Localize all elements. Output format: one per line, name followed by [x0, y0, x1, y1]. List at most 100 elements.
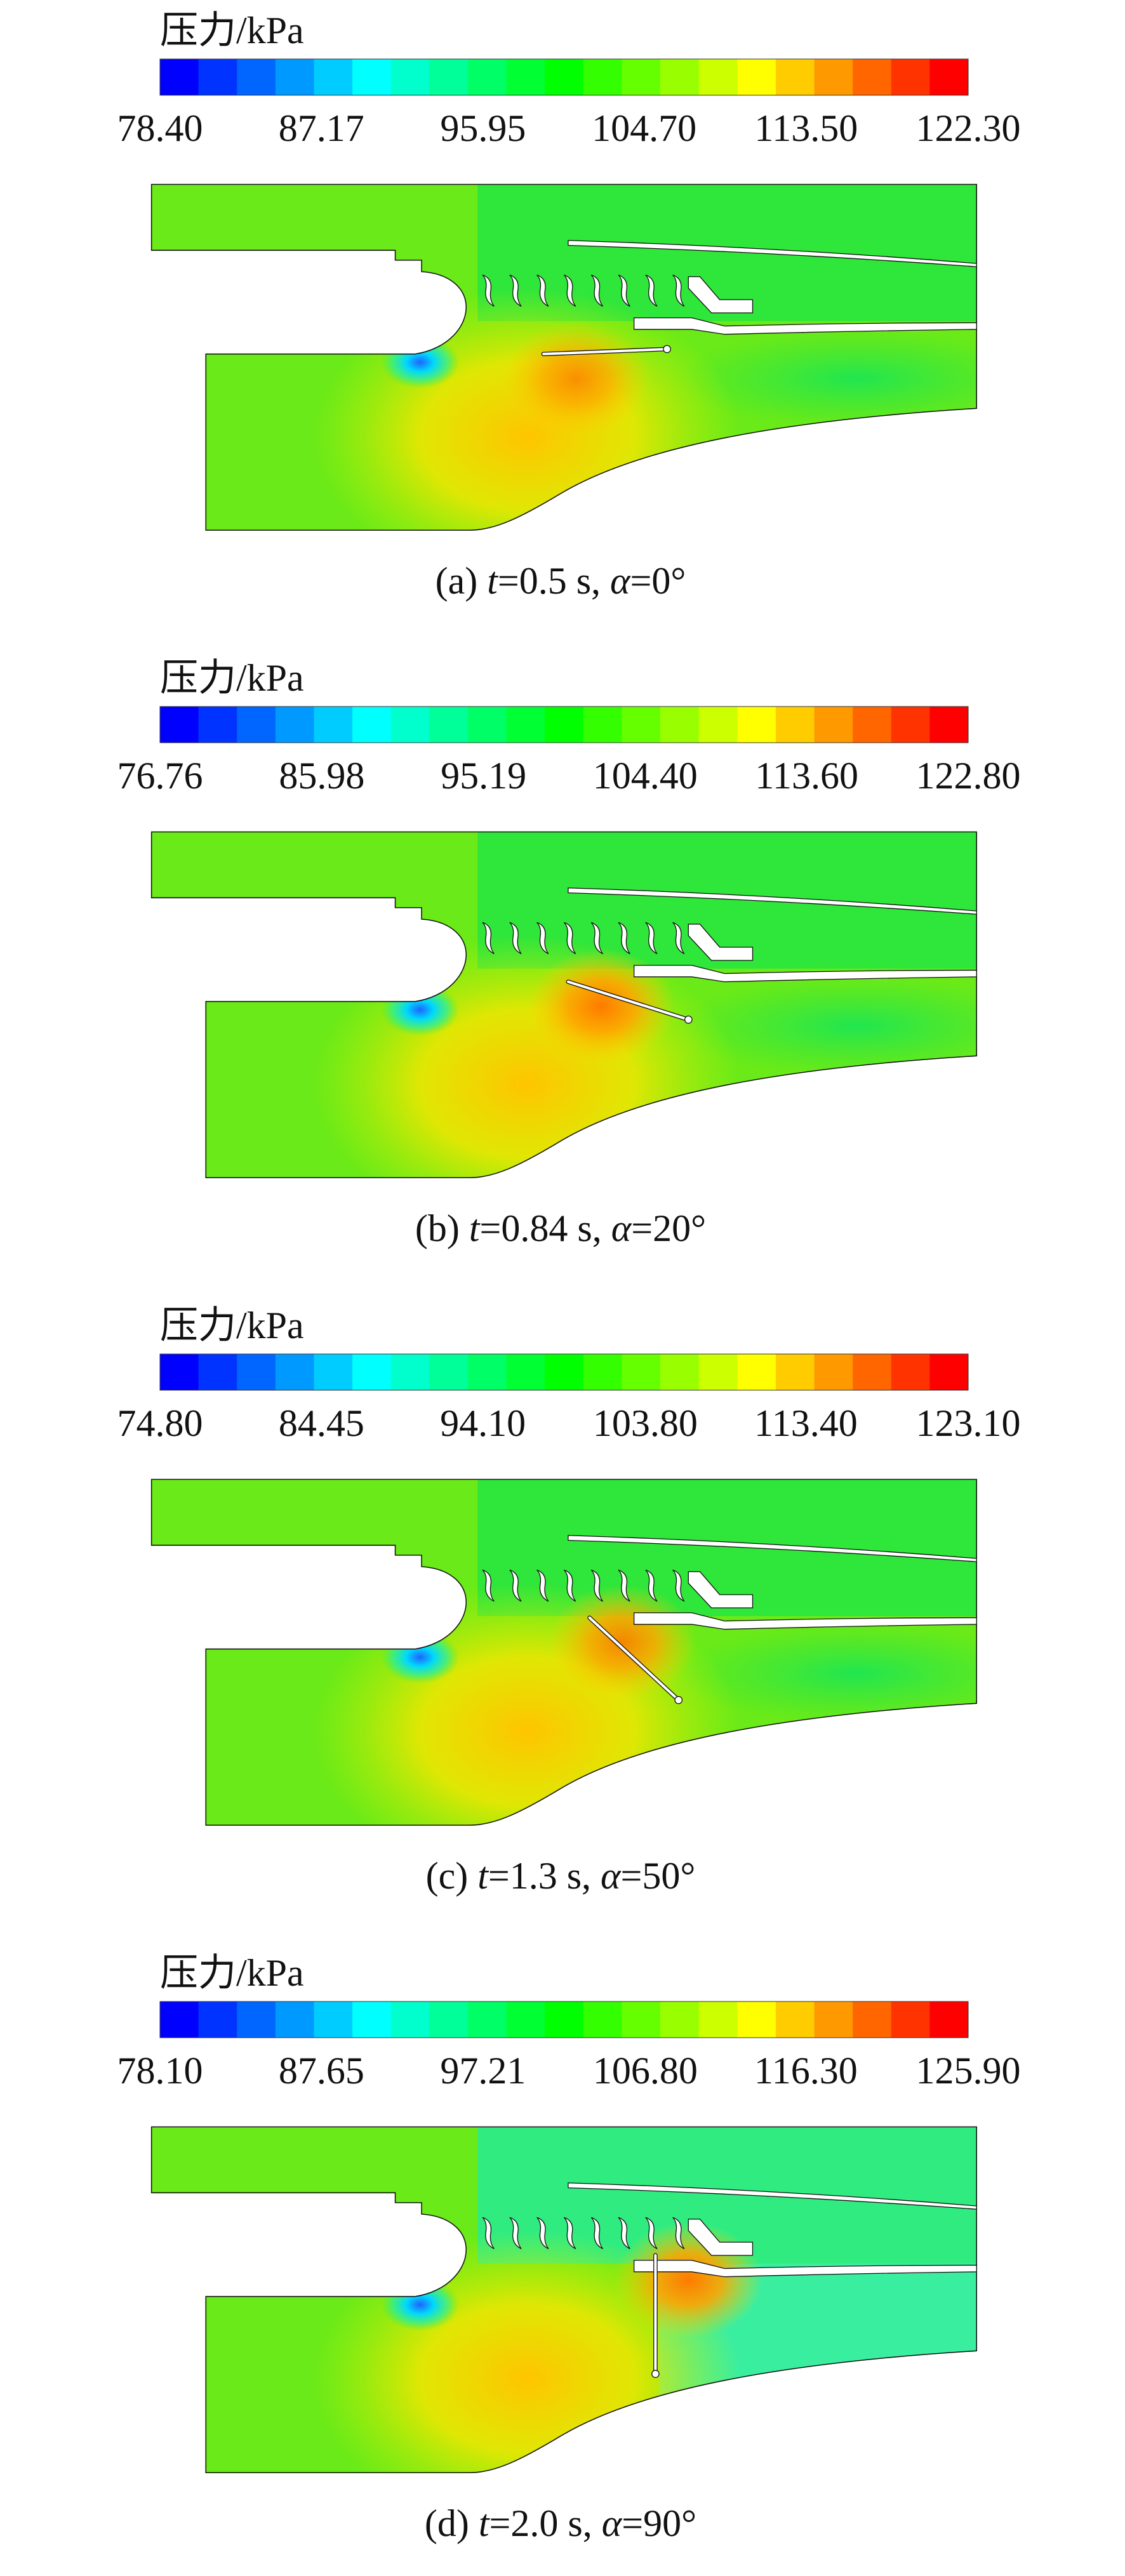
- colorbar-band: [891, 2002, 930, 2038]
- colorbar-band: [622, 707, 661, 743]
- caption-part: =1.3 s,: [488, 1855, 601, 1897]
- colorbar-band: [545, 59, 584, 95]
- colorbar-band: [275, 1354, 314, 1390]
- caption-part: =50°: [621, 1855, 696, 1897]
- colorbar-band: [390, 1354, 430, 1390]
- colorbar-frame: [159, 706, 969, 743]
- vane: [590, 922, 603, 955]
- vane: [618, 274, 630, 307]
- vane: [563, 274, 576, 307]
- vane: [645, 922, 658, 955]
- colorbar-band: [198, 59, 237, 95]
- vane: [482, 2217, 495, 2250]
- field-lower-right: [675, 976, 977, 1076]
- guide-plate-lower: [634, 317, 977, 335]
- panel: 压力/kPa 78.40 87.17 95.95 104.70 113.50 122.30 (…: [117, 10, 1021, 602]
- colorbar-tick-label: 95.95: [440, 107, 526, 149]
- colorbar-band: [737, 707, 776, 743]
- hinge: [651, 2370, 660, 2378]
- guide-plate-lower: [634, 964, 977, 983]
- caption: (b) t=0.84 s, α=20°: [415, 1207, 706, 1249]
- colorbar-band: [275, 707, 314, 743]
- caption-part: α: [602, 2502, 623, 2544]
- vane: [618, 1569, 630, 1602]
- colorbar-band: [775, 59, 815, 95]
- field-orange: [527, 948, 676, 1065]
- colorbar-tick-label: 116.30: [754, 2050, 858, 2092]
- caption-part: =2.0 s,: [489, 2502, 602, 2544]
- caption-part: =20°: [631, 1207, 706, 1249]
- colorbar-band: [467, 2002, 507, 2038]
- colorbar-tick-label: 74.80: [117, 1402, 203, 1444]
- hinge: [684, 1015, 693, 1024]
- colorbar-band: [390, 2002, 430, 2038]
- field-orange: [502, 321, 651, 437]
- colorbar-tick-label: 95.19: [441, 755, 526, 797]
- colorbar-band: [698, 1354, 738, 1390]
- flap-core: [588, 1616, 680, 1702]
- panel: 压力/kPa 76.76 85.98 95.19 104.40 113.60 122.80 (…: [117, 657, 1021, 1249]
- colorbar-band: [545, 707, 584, 743]
- colorbar-band: [467, 59, 507, 95]
- colorbar-band: [237, 707, 276, 743]
- caption-part: t: [487, 560, 498, 602]
- colorbar-band: [660, 2002, 700, 2038]
- colorbar-band: [237, 59, 276, 95]
- colorbar-band: [198, 1354, 237, 1390]
- hinge: [674, 1696, 683, 1704]
- colorbar-band: [429, 707, 469, 743]
- colorbar-tick-label: 87.17: [279, 107, 364, 149]
- colorbar-tick-label: 78.40: [117, 107, 203, 149]
- colorbar-band: [929, 2002, 969, 2038]
- colorbar-tick-label: 122.80: [916, 755, 1021, 797]
- colorbar-band: [622, 2002, 661, 2038]
- colorbar-band: [506, 59, 545, 95]
- field-outline: [150, 1478, 978, 1826]
- colorbar-band: [237, 1354, 276, 1390]
- field-low: [380, 336, 460, 389]
- colorbar-band: [660, 707, 700, 743]
- colorbar-band: [352, 59, 392, 95]
- colorbar-band: [506, 1354, 545, 1390]
- colorbar-band: [314, 707, 353, 743]
- caption-part: (d): [425, 2502, 479, 2544]
- colorbar-band: [198, 707, 237, 743]
- colorbar-band: [775, 707, 815, 743]
- field-outline: [150, 2126, 978, 2474]
- field-low: [380, 2278, 460, 2332]
- caption-part: α: [601, 1855, 622, 1897]
- colorbar-band: [390, 707, 430, 743]
- colorbar-band: [814, 1354, 853, 1390]
- colorbar-band: [622, 1354, 661, 1390]
- colorbar-tick-label: 113.50: [754, 107, 858, 149]
- colorbar-frame: [159, 58, 969, 96]
- caption-part: t: [477, 1855, 489, 1897]
- colorbar-band: [698, 707, 738, 743]
- colorbar-band: [698, 2002, 738, 2038]
- guide-plate-lower: [634, 1612, 977, 1630]
- vane: [536, 922, 549, 955]
- colorbar-band: [467, 707, 507, 743]
- colorbar-band: [545, 2002, 584, 2038]
- field-low: [380, 983, 460, 1037]
- caption-part: (c): [426, 1855, 478, 1897]
- bracket: [688, 1571, 754, 1609]
- caption-part: =0.5 s,: [498, 560, 610, 602]
- vane: [509, 922, 522, 955]
- colorbar-band: [775, 1354, 815, 1390]
- pressure-field: [150, 183, 978, 531]
- colorbar-band: [622, 59, 661, 95]
- colorbar-band: [237, 2002, 276, 2038]
- guide-plate-upper: [568, 2182, 977, 2210]
- vane: [536, 2217, 549, 2250]
- colorbar-band: [352, 707, 392, 743]
- colorbar-band: [352, 1354, 392, 1390]
- colorbar-tick-label: 104.70: [592, 107, 696, 149]
- colorbar-band: [160, 2002, 199, 2038]
- caption-part: t: [469, 1207, 481, 1249]
- colorbar-tick-label: 84.45: [279, 1402, 364, 1444]
- colorbar-label: 压力/kPa: [160, 10, 304, 51]
- colorbar-frame: [159, 1353, 969, 1391]
- vane: [618, 2217, 630, 2250]
